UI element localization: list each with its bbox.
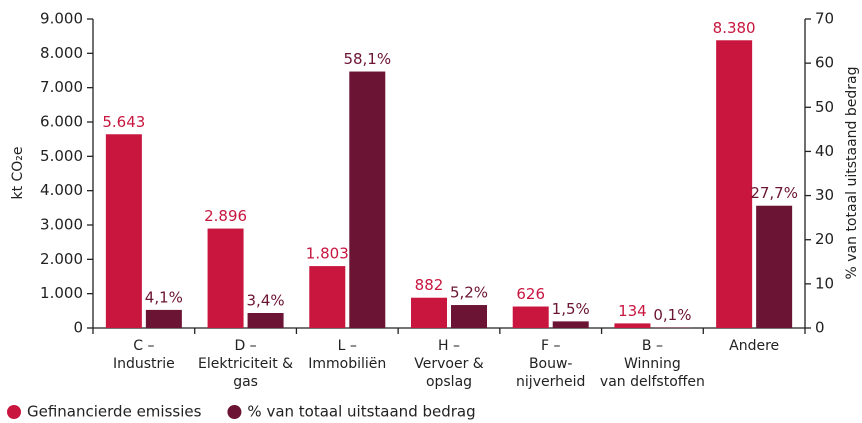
x-tick-label: F – Bouw-nijverheid: [516, 338, 585, 390]
bar: [451, 305, 487, 328]
value-label: 5,2%: [450, 284, 488, 302]
y2-axis-label: % van totaal uitstaand bedrag: [844, 67, 860, 280]
y2-tick-label: 40: [815, 142, 834, 160]
y2-tick-label: 10: [815, 274, 834, 292]
bar: [756, 205, 793, 328]
x-tick-label: Andere: [729, 338, 779, 354]
legend-label: Gefinancierde emissies: [27, 403, 202, 421]
y-tick-label: 1.000: [40, 284, 83, 302]
y-tick-label: 5.000: [40, 147, 83, 165]
y2-tick-label: 20: [815, 230, 834, 248]
x-tick-label: H – Vervoer & opslag: [414, 338, 484, 390]
y-tick-label: 0: [73, 319, 83, 337]
bar: [247, 312, 284, 328]
y-tick-label: 6.000: [40, 113, 83, 131]
x-tick-label: B – Winning van delfstoffen: [600, 338, 705, 390]
bar: [309, 266, 346, 328]
legend-marker: [7, 405, 21, 419]
y-tick-label: 2.000: [40, 250, 83, 268]
bar: [512, 306, 549, 328]
bar: [552, 321, 589, 328]
value-label: 58,1%: [343, 50, 391, 68]
bar: [207, 228, 244, 328]
value-label: 1,5%: [552, 300, 590, 318]
value-label: 1.803: [306, 245, 349, 263]
value-label: 5.643: [102, 113, 145, 131]
bar: [614, 323, 651, 328]
x-tick-label: C – Industrie: [113, 338, 175, 372]
bar: [145, 309, 182, 328]
y2-tick-label: 0: [815, 319, 825, 337]
x-tick-label: L – Immobiliën: [308, 338, 386, 372]
y-tick-label: 7.000: [40, 78, 83, 96]
bar: [411, 297, 447, 328]
value-label: 8.380: [713, 19, 756, 37]
value-label: 27,7%: [750, 184, 798, 202]
y-tick-label: 4.000: [40, 181, 83, 199]
y2-tick-label: 30: [815, 186, 834, 204]
y2-tick-label: 60: [815, 54, 834, 72]
value-label: 882: [415, 276, 444, 294]
value-label: 4,1%: [145, 288, 183, 306]
legend-marker: [227, 405, 242, 419]
y2-tick-label: 70: [815, 10, 834, 28]
value-label: 3,4%: [247, 291, 285, 309]
value-label: 134: [618, 302, 647, 320]
y-tick-label: 3.000: [40, 216, 83, 234]
y-axis-label: kt CO₂e: [10, 146, 26, 199]
bar: [349, 71, 386, 328]
value-label: 0,1%: [653, 306, 691, 324]
y-tick-label: 8.000: [40, 44, 83, 62]
x-tick-label: D – Elektriciteit & gas: [198, 338, 293, 390]
value-label: 2.896: [204, 207, 247, 225]
y2-tick-label: 50: [815, 98, 834, 116]
y-tick-label: 9.000: [40, 10, 83, 28]
bar: [105, 134, 142, 328]
legend-label: % van totaal uitstaand bedrag: [247, 403, 475, 421]
bar: [716, 40, 753, 328]
value-label: 626: [516, 285, 545, 303]
